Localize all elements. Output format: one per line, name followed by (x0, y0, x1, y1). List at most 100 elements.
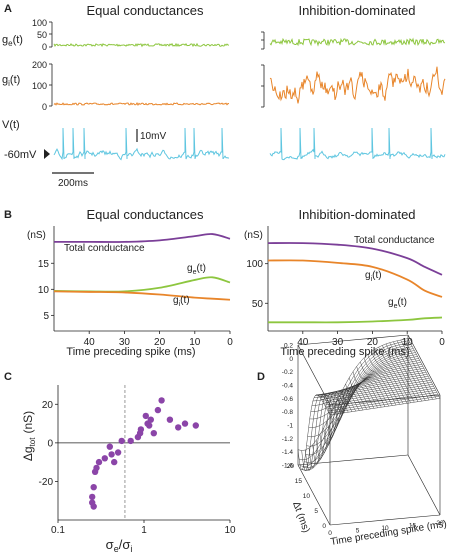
b-xtick-label: 10 (402, 337, 414, 348)
a-gi-tick-200: 200 (32, 60, 47, 70)
a-ge-trace-inh (269, 37, 446, 47)
a-gi-trace-inh (269, 66, 446, 104)
a-rest-label: -60mV (4, 149, 37, 161)
a-ge-tick-100: 100 (32, 18, 47, 28)
c-data-point (146, 422, 153, 429)
c-ytick-label: -20 (39, 477, 54, 488)
b-ytick-label: 50 (252, 299, 264, 310)
d-z-tick-label: -1.6 (282, 463, 294, 470)
d-mesh-line (310, 362, 421, 412)
d-x-tick-label: 0 (328, 530, 332, 537)
b-ytick-label: 15 (38, 259, 50, 270)
b-right-total-label: Total conductance (354, 235, 435, 246)
panel-b-title-left: Equal conductances (86, 207, 204, 222)
b-ytick-label: 10 (38, 285, 50, 296)
c-ytick-label: 0 (47, 438, 53, 449)
panel-a-title-left: Equal conductances (86, 3, 204, 18)
b-xtick-label: 0 (439, 337, 445, 348)
panel-a-letter: A (4, 3, 12, 15)
d-z-tick-label: -1.2 (282, 436, 294, 443)
c-xtick-label: 10 (224, 525, 236, 536)
d-z-tick-label: -0.6 (282, 396, 294, 403)
d-z-tick-label: -0.2 (282, 369, 294, 376)
c-xlabel: σe/σi (106, 537, 133, 552)
b-left-total-label: Total conductance (64, 243, 145, 254)
b-xtick-label: 0 (227, 337, 233, 348)
d-z-tick-label: -0.8 (282, 409, 294, 416)
d-box-edge (297, 334, 409, 346)
c-data-point (147, 416, 154, 423)
d-y-tick-label: 5 (314, 508, 318, 515)
a-ge-tick-0: 0 (42, 42, 47, 52)
c-xtick-label: 0.1 (51, 525, 65, 536)
c-data-point (158, 397, 165, 404)
d-x-tick-label: 20 (436, 520, 444, 527)
b-xtick-label: 40 (84, 337, 96, 348)
c-data-point (108, 451, 115, 458)
d-box-edge (407, 454, 441, 516)
a-ge-trace-equal (53, 42, 230, 48)
d-mesh-line (309, 360, 420, 420)
a-v-trace-inh (269, 127, 446, 161)
panel-d-letter: D (257, 371, 265, 383)
b-left-ge-label: ge(t) (187, 263, 206, 276)
a-gi-trace-equal (53, 101, 230, 107)
c-points (89, 397, 199, 510)
c-ytick-label: 20 (42, 400, 54, 411)
d-y-tick-label: 0 (322, 523, 326, 530)
a-gi-axis-right (261, 64, 265, 108)
d-x-tick-label: 15 (409, 523, 417, 530)
b-xtick-label: 30 (332, 337, 344, 348)
c-data-point (192, 422, 199, 429)
d-z-tick-label: 0 (289, 356, 293, 363)
c-data-point (90, 503, 97, 510)
d-x-tick-label: 5 (356, 528, 360, 535)
b-right-xlabel: Time preceding spike (ms) (280, 346, 409, 358)
b-xtick-label: 10 (189, 337, 201, 348)
a-gi-label: gi(t) (2, 74, 20, 88)
a-v-label: V(t) (2, 119, 20, 131)
b-xtick-label: 30 (119, 337, 131, 348)
b-right-gi-label: gi(t) (365, 270, 382, 283)
d-mesh-line (312, 392, 345, 465)
c-data-point (89, 493, 96, 501)
panel-b-letter: B (4, 209, 12, 221)
d-surface-mesh (297, 338, 441, 471)
b-xtick-label: 20 (367, 337, 379, 348)
d-y-ticks: 20 15 10 5 0 (287, 463, 327, 530)
c-data-point (106, 443, 114, 450)
d-x-tick-label: 10 (381, 525, 389, 532)
c-data-point (111, 458, 118, 466)
d-y-axis-label: Δt (ms) (290, 500, 311, 534)
d-mesh-line (299, 340, 410, 461)
b-xtick-label: 40 (297, 337, 309, 348)
d-y-tick-label: 15 (295, 478, 303, 485)
d-mesh-line (326, 392, 437, 410)
a-ge-axis (49, 21, 53, 48)
c-data-point (137, 426, 145, 433)
panel-c-letter: C (4, 371, 12, 383)
c-data-point (154, 406, 162, 414)
c-ylabel: Δgtot(nS) (21, 411, 37, 461)
a-rest-marker (44, 149, 50, 159)
c-data-point (175, 424, 182, 431)
b-ytick-label: 5 (43, 311, 49, 322)
a-v-trace-equal (53, 127, 229, 161)
d-y-tick-label: 10 (303, 493, 311, 500)
d-mesh-line (328, 396, 439, 414)
a-ge-axis-right (261, 31, 265, 50)
b-series-line (267, 242, 443, 276)
d-mesh-line (301, 394, 334, 471)
d-mesh-line (297, 394, 331, 470)
c-data-point (181, 420, 189, 427)
a-scalebar-v-label: 10mV (140, 131, 166, 142)
b-left-unit: (nS) (27, 230, 46, 241)
d-mesh-line (305, 393, 338, 471)
c-data-point (95, 458, 103, 466)
b-right-lines (267, 242, 443, 324)
a-gi-tick-100: 100 (32, 81, 47, 91)
b-left-xlabel: Time preceding spike (ms) (66, 346, 195, 358)
c-data-point (114, 449, 122, 456)
d-z-ticks: 0.2 0 -0.2 -0.4 -0.6 -0.8 -1 -1.2 -1.4 -1.6 (282, 343, 294, 470)
